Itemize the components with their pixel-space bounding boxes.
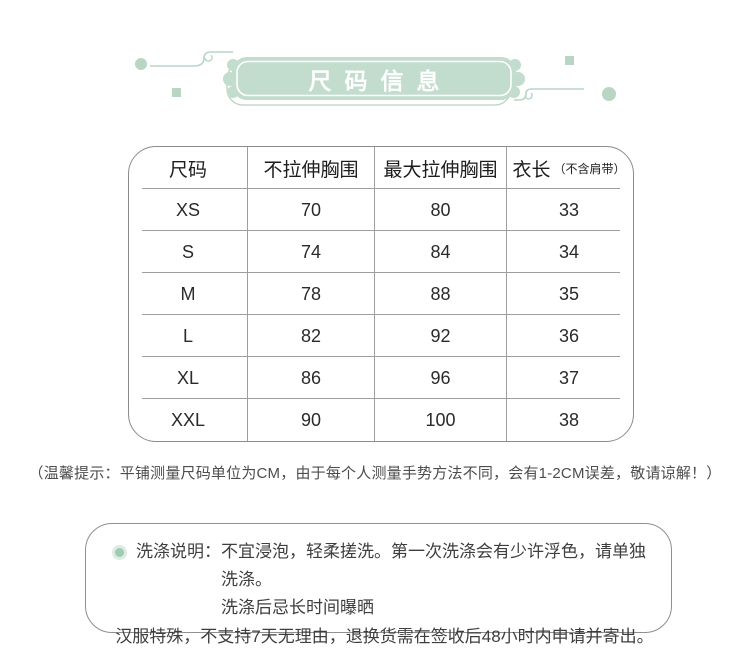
table-row-l: L 82 92 36	[129, 315, 633, 357]
cloud-line-left	[150, 51, 233, 67]
decor-circle-left	[135, 58, 147, 70]
table-header-row: 尺码 不拉伸胸围 最大拉伸胸围 衣长 （不含肩带）	[129, 147, 633, 189]
cloud-curl-right	[524, 92, 533, 100]
cell-chest-relaxed: 82	[248, 315, 375, 357]
decor-square-right	[565, 56, 574, 65]
cell-size: M	[129, 273, 248, 315]
cloud-line-right	[514, 88, 584, 101]
bullet-dot-icon	[115, 548, 124, 557]
table-row-m: M 78 88 35	[129, 273, 633, 315]
header-length-note: （不含肩带）	[553, 161, 626, 176]
care-line-2: 洗涤后忌长时间曝晒	[221, 598, 374, 617]
size-table: 尺码 不拉伸胸围 最大拉伸胸围 衣长 （不含肩带） XS 70 80 33 S …	[128, 146, 634, 442]
cell-length: 37	[558, 367, 580, 388]
header-chest-relaxed: 不拉伸胸围	[248, 147, 375, 189]
care-instructions-box: 洗涤说明： 不宜浸泡，轻柔搓洗。第一次洗涤会有少许浮色，请单独洗涤。 洗涤后忌长…	[85, 523, 672, 646]
page-title: 尺码信息	[308, 67, 453, 94]
cell-chest-stretched: 96	[375, 357, 507, 399]
cell-length: 36	[558, 325, 580, 346]
cell-chest-relaxed: 90	[248, 399, 375, 441]
cloud-curl-left	[204, 54, 213, 62]
care-text: 不宜浸泡，轻柔搓洗。第一次洗涤会有少许浮色，请单独洗涤。 洗涤后忌长时间曝晒	[221, 538, 657, 622]
cell-length: 38	[558, 409, 580, 430]
cell-size: S	[129, 231, 248, 273]
care-label: 洗涤说明：	[136, 542, 221, 561]
cell-size: XS	[129, 189, 248, 231]
header-length-label: 衣长	[512, 159, 551, 181]
header-length: 衣长 （不含肩带）	[507, 147, 631, 189]
decor-circle-right	[602, 87, 616, 101]
care-line-1: 不宜浸泡，轻柔搓洗。第一次洗涤会有少许浮色，请单独洗涤。	[221, 542, 646, 589]
table-row-xl: XL 86 96 37	[129, 357, 633, 399]
table-row-xs: XS 70 80 33	[129, 189, 633, 231]
care-row-washing: 洗涤说明： 不宜浸泡，轻柔搓洗。第一次洗涤会有少许浮色，请单独洗涤。 洗涤后忌长…	[112, 538, 657, 622]
cell-size: XXL	[129, 399, 248, 441]
cell-length: 34	[558, 241, 580, 262]
cell-chest-relaxed: 86	[248, 357, 375, 399]
cell-chest-stretched: 84	[375, 231, 507, 273]
cell-chest-stretched: 92	[375, 315, 507, 357]
cell-size: XL	[129, 357, 248, 399]
banner-plaque	[232, 57, 516, 100]
care-return-policy: 汉服特殊，不支持7天无理由，退换货需在签收后48小时内申请并寄出。	[115, 627, 654, 646]
cell-length: 33	[558, 199, 580, 220]
header-size: 尺码	[129, 147, 248, 189]
cell-chest-relaxed: 74	[248, 231, 375, 273]
banner-inner-outline	[236, 60, 512, 97]
header-chest-stretched: 最大拉伸胸围	[375, 147, 507, 189]
cell-size: L	[129, 315, 248, 357]
table-row-s: S 74 84 34	[129, 231, 633, 273]
cell-chest-stretched: 100	[375, 399, 507, 441]
decor-square-left	[172, 88, 181, 97]
cell-chest-stretched: 88	[375, 273, 507, 315]
cell-chest-relaxed: 78	[248, 273, 375, 315]
cell-length: 35	[558, 283, 580, 304]
table-row-xxl: XXL 90 100 38	[129, 399, 633, 441]
cell-chest-stretched: 80	[375, 189, 507, 231]
banner-decoration	[135, 51, 616, 106]
cell-chest-relaxed: 70	[248, 189, 375, 231]
measurement-tip: （温馨提示：平铺测量尺码单位为CM，由于每个人测量手势方法不同，会有1-2CM误…	[28, 465, 722, 482]
